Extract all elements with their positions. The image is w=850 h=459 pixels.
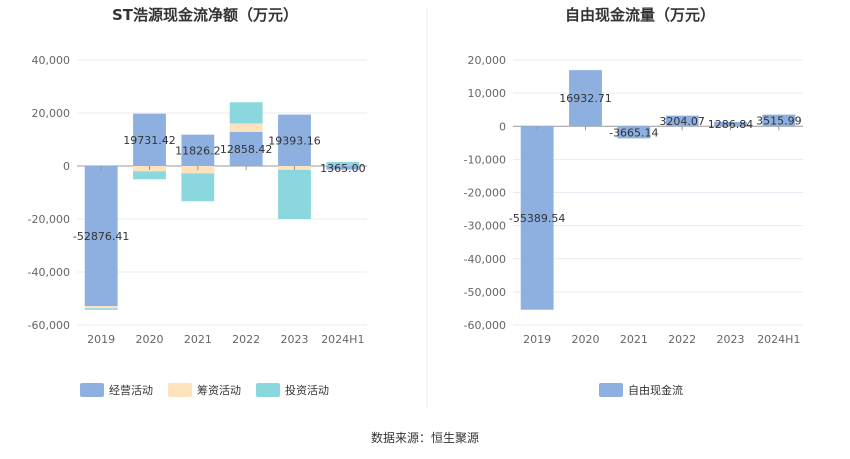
data-label: 1286.84 [708,118,754,131]
data-source: 数据来源：恒生聚源 [371,430,479,445]
x-tick-label: 2022 [232,333,260,346]
data-label: -52876.41 [73,230,129,243]
y-tick-label: 0 [499,120,506,133]
y-tick-label: 20,000 [32,107,71,120]
y-tick-label: -60,000 [28,319,70,332]
y-tick-label: -40,000 [464,253,506,266]
y-tick-label: 40,000 [32,54,71,67]
bar-经营活动-2019 [84,166,118,307]
x-tick-label: 2024H1 [757,333,800,346]
y-tick-label: -30,000 [464,220,506,233]
x-tick-label: 2020 [572,333,600,346]
x-tick-label: 2021 [184,333,212,346]
bar-筹资活动-2019 [84,306,118,309]
y-tick-label: -20,000 [28,213,70,226]
data-label: 19731.42 [123,134,176,147]
x-tick-label: 2020 [136,333,164,346]
x-tick-label: 2024H1 [321,333,364,346]
bar-投资活动-2023 [278,169,311,219]
bar-自由现金流-2024H1 [762,114,796,127]
legend-label[interactable]: 投资活动 [285,383,329,397]
bar-投资活动-2020 [133,171,166,180]
bar-自由现金流-2019 [520,126,554,310]
bar-经营活动-2021 [181,134,215,166]
legend-swatch[interactable] [168,383,192,397]
bar-投资活动-2021 [181,173,215,202]
bar-经营活动-2022 [229,131,263,166]
legend-swatch[interactable] [599,383,623,397]
bar-自由现金流-2020 [569,70,602,127]
bar-经营活动-2023 [278,114,311,166]
data-label: -3665.14 [609,126,658,139]
y-tick-label: 20,000 [468,54,507,67]
x-tick-label: 2022 [668,333,696,346]
x-tick-label: 2019 [87,333,115,346]
bar-经营活动-2020 [133,113,166,166]
free-cash-flow-title: 自由现金流量（万元） [565,6,715,24]
net-cash-flow-chart: ST浩源现金流净额（万元） 40,000 20,000 0 -20,000 -40,00… [28,6,367,397]
y-tick-label: -10,000 [464,153,506,166]
bar-投资活动-2019 [84,308,118,310]
y-tick-label: 0 [63,160,70,173]
legend-label[interactable]: 自由现金流 [628,383,683,397]
x-tick-label: 2023 [281,333,309,346]
data-label: 11826.2 [175,144,221,157]
free-cash-flow-chart: 自由现金流量（万元） 20,000 10,000 0 -10,000 -20,000 -3… [464,6,803,397]
data-label: -55389.54 [509,212,565,225]
y-tick-label: 10,000 [468,87,507,100]
data-label: 16932.71 [559,92,612,105]
y-tick-label: -20,000 [464,187,506,200]
net-cash-flow-title: ST浩源现金流净额（万元） [112,6,298,24]
legend-swatch[interactable] [256,383,280,397]
data-label: 3204.07 [659,115,705,128]
legend-label[interactable]: 经营活动 [109,383,153,397]
bar-投资活动-2022 [229,102,263,124]
bar-投资活动-2024H1 [326,162,360,166]
y-tick-label: -40,000 [28,266,70,279]
bar-筹资活动-2022 [229,123,263,132]
bar-自由现金流-2023 [714,121,747,127]
bar-自由现金流-2022 [665,115,699,127]
data-label: 3515.99 [756,114,802,127]
legend-label[interactable]: 筹资活动 [197,383,241,397]
x-tick-label: 2019 [523,333,551,346]
x-tick-label: 2021 [620,333,648,346]
data-label: 19393.16 [268,134,321,147]
x-tick-label: 2023 [717,333,745,346]
y-tick-label: -50,000 [464,286,506,299]
y-tick-label: -60,000 [464,319,506,332]
legend-swatch[interactable] [80,383,104,397]
bar-自由现金流-2021 [617,126,651,139]
data-label: 12858.42 [220,143,273,156]
